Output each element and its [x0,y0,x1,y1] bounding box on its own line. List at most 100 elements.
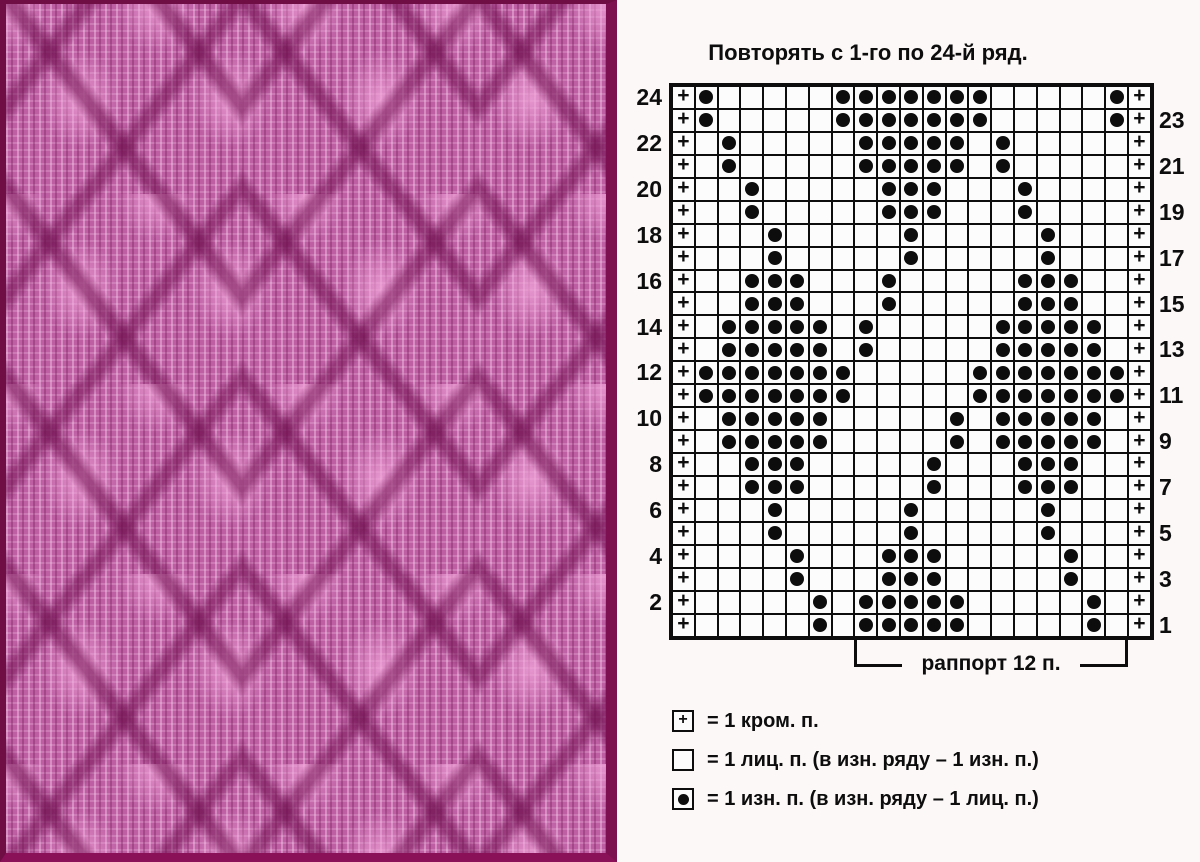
purl-dot-symbol [858,90,873,105]
chart-cell-purl [831,361,855,385]
chart-cell-purl [877,131,900,155]
chart-cell-edge: + [1127,361,1151,385]
chart-cell-knit [1105,453,1128,476]
chart-cell-knit [1059,613,1083,637]
chart-cell-purl [785,475,809,499]
purl-dot-symbol [767,388,782,403]
chart-cell-knit [1059,177,1083,201]
chart-cell-knit [785,498,809,522]
row-number-13: 13 [1159,336,1185,363]
chart-cell-purl [831,86,855,109]
purl-dot-symbol [721,342,736,357]
chart-cell-edge: + [1127,267,1151,293]
rapport-bracket-right-segment [1080,664,1128,667]
purl-dot-symbol [858,136,873,151]
purl-dot-symbol [904,228,919,243]
chart-cell-knit [717,246,741,270]
chart-cell-knit [831,177,855,201]
chart-cell-knit [831,269,855,293]
chart-cell-knit [717,269,741,293]
chart-cell-knit [1105,200,1128,224]
purl-dot-symbol [1041,480,1056,495]
chart-cell-purl [717,407,741,431]
chart-cell-knit [1059,108,1083,132]
chart-cell-knit [694,246,718,270]
chart-cell-knit [968,292,992,316]
purl-dot-symbol [858,618,873,633]
chart-cell-purl [740,292,764,316]
purl-dot-symbol [1063,319,1078,334]
purl-dot-symbol [767,319,782,334]
chart-cell-knit [1036,567,1060,591]
chart-cell-knit [922,521,946,545]
chart-cell-purl [922,154,946,178]
chart-cell-purl [763,361,786,385]
chart-cell-knit [717,200,741,224]
chart-cell-edge: + [672,246,695,270]
chart-cell-knit [899,384,923,408]
chart-cell-knit [717,613,741,637]
chart-cell-purl [1059,475,1083,499]
chart-cell-knit [785,590,809,614]
row-number-22: 22 [636,129,662,156]
chart-cell-purl [740,200,764,224]
chart-cell-purl [763,223,786,247]
chart-cell-purl [717,315,741,339]
chart-cell-purl [808,338,832,362]
chart-cell-purl [740,269,764,293]
purl-dot-symbol [881,618,896,633]
chart-cell-purl [763,246,786,270]
edge-plus-symbol: + [1133,612,1146,636]
edge-plus-symbol: + [1133,520,1146,544]
purl-dot-symbol [1063,572,1078,587]
chart-cell-knit [694,430,718,453]
edge-plus-symbol: + [677,382,690,406]
chart-cell-purl [1036,430,1060,453]
purl-dot-symbol [790,572,805,587]
purl-dot-symbol [1041,457,1056,472]
chart-cell-edge: + [672,223,695,247]
chart-cell-purl [991,154,1014,178]
chart-cell-knit [945,475,969,499]
chart-cell-knit [1013,590,1037,614]
purl-dot-symbol [858,159,873,174]
edge-plus-symbol: + [1133,84,1146,108]
purl-dot-symbol [813,319,828,334]
chart-cell-knit [1105,223,1128,247]
chart-cell-purl [922,200,946,224]
chart-cell-knit [1082,269,1106,293]
chart-cell-edge: + [672,430,695,453]
purl-dot-symbol [1018,319,1033,334]
purl-dot-symbol [1041,342,1056,357]
chart-cell-knit [922,498,946,522]
chart-cell-knit [877,430,900,453]
chart-cell-purl [922,475,946,499]
chart-cell-purl [899,498,923,522]
purl-dot-symbol [904,182,919,197]
swatch-photo [0,0,617,862]
chart-cell-knit [922,269,946,293]
chart-cell-purl [899,154,923,178]
row-number-9: 9 [1159,428,1172,455]
chart-cell-knit [1036,200,1060,224]
chart-cell-knit [854,200,878,224]
edge-plus-symbol: + [1133,267,1146,291]
chart-cell-knit [945,361,969,385]
chart-cell-purl [1036,361,1060,385]
chart-cell-knit [854,177,878,201]
purl-dot-symbol [881,159,896,174]
chart-cell-knit [899,407,923,431]
chart-cell-knit [808,453,832,476]
chart-cell-purl [854,590,878,614]
chart-cell-knit [694,590,718,614]
purl-dot-symbol [835,113,850,128]
chart-cell-purl [1013,361,1037,385]
edge-plus-symbol: + [677,543,690,567]
purl-dot-symbol [904,618,919,633]
row-number-16: 16 [636,267,662,294]
chart-cell-knit [1105,269,1128,293]
legend-item-label: = 1 изн. п. (в изн. ряду – 1 лиц. п.) [707,787,1039,810]
purl-dot-symbol [881,136,896,151]
chart-cell-knit [968,544,992,568]
